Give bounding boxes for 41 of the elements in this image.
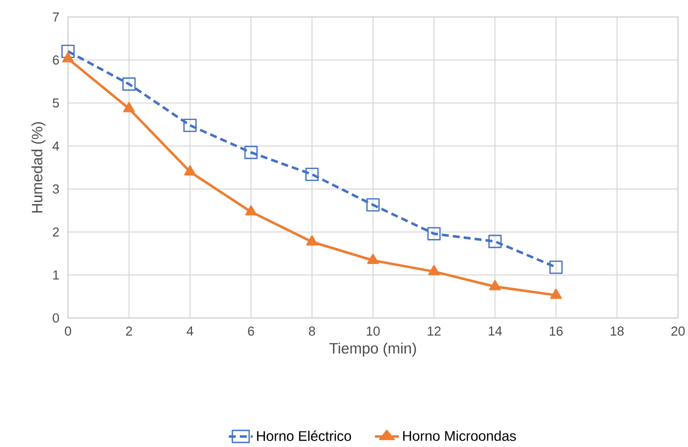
point bbox=[489, 280, 501, 290]
y-tick-label: 6 bbox=[52, 55, 59, 65]
point bbox=[62, 52, 74, 62]
x-tick-label: 10 bbox=[366, 326, 380, 336]
point bbox=[244, 146, 258, 160]
y-tick-label: 3 bbox=[52, 184, 59, 194]
x-tick-label: 4 bbox=[186, 326, 194, 336]
point bbox=[61, 44, 75, 58]
x-tick-label: 0 bbox=[64, 326, 72, 336]
x-tick-label: 6 bbox=[248, 326, 254, 336]
point bbox=[123, 102, 135, 112]
y-axis-title: Humedad (%) bbox=[31, 122, 46, 213]
y-tick-label: 5 bbox=[52, 98, 59, 108]
point bbox=[245, 205, 257, 216]
x-tick-label: 20 bbox=[671, 326, 685, 336]
point bbox=[306, 235, 318, 246]
y-tick-label: 0 bbox=[52, 313, 59, 323]
point bbox=[488, 234, 502, 248]
x-tick-label: 8 bbox=[308, 326, 316, 336]
point bbox=[550, 288, 562, 299]
point bbox=[367, 254, 379, 264]
point bbox=[366, 198, 380, 212]
y-tick-label: 1 bbox=[53, 270, 59, 280]
x-tick-label: 12 bbox=[428, 326, 441, 336]
x-axis-title: Tiempo (min) bbox=[329, 342, 416, 357]
point bbox=[428, 264, 440, 276]
y-tick-label: 7 bbox=[52, 12, 59, 22]
x-tick-label: 2 bbox=[126, 326, 132, 336]
y-tick-label: 4 bbox=[52, 142, 60, 150]
x-tick-label: 14 bbox=[488, 326, 502, 336]
point bbox=[122, 77, 136, 91]
point bbox=[305, 168, 319, 182]
point bbox=[427, 227, 441, 240]
point bbox=[183, 118, 197, 132]
y-tick-label: 2 bbox=[52, 227, 59, 237]
x-tick-label: 16 bbox=[550, 326, 563, 336]
x-tick-label: 18 bbox=[610, 326, 624, 336]
point bbox=[184, 165, 196, 176]
point bbox=[549, 260, 563, 274]
legend-label: Horno Microondas bbox=[403, 430, 516, 441]
legend-label: Horno Eléctrico bbox=[257, 430, 352, 441]
